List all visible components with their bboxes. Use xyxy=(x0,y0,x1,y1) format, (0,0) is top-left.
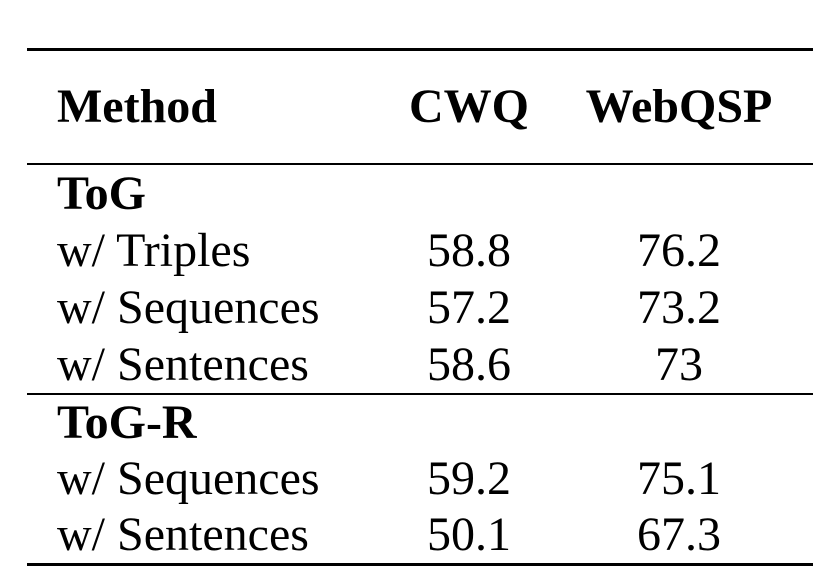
results-table: Method CWQ WebQSP ToG w/ Triples 58.8 76… xyxy=(27,48,813,566)
webqsp-value: 73.2 xyxy=(637,280,721,334)
table-top-rule xyxy=(27,48,813,51)
cwq-value: 57.2 xyxy=(427,280,511,334)
method-label: w/ Sequences xyxy=(57,452,320,505)
webqsp-value: 76.2 xyxy=(637,223,721,277)
webqsp-value: 73 xyxy=(655,337,703,391)
table-row: w/ Sentences 58.6 73 xyxy=(27,336,813,393)
table-header-row: Method CWQ WebQSP xyxy=(27,51,813,163)
cwq-value: 59.2 xyxy=(427,452,511,505)
table-bottom-rule xyxy=(27,563,813,566)
cwq-value: 50.1 xyxy=(427,508,511,561)
webqsp-value: 67.3 xyxy=(637,508,721,561)
group-row-tog-r: ToG-R xyxy=(27,395,813,451)
method-label: w/ Sentences xyxy=(57,337,309,391)
group-row-tog: ToG xyxy=(27,165,813,222)
table-row: w/ Sequences 59.2 75.1 xyxy=(27,451,813,507)
table-row: w/ Sequences 57.2 73.2 xyxy=(27,279,813,336)
group-label: ToG-R xyxy=(57,396,197,449)
table-mid-rule-2 xyxy=(27,393,813,395)
table-mid-rule-1 xyxy=(27,163,813,165)
table-row: w/ Triples 58.8 76.2 xyxy=(27,222,813,279)
webqsp-value: 75.1 xyxy=(637,452,721,505)
column-header-cwq: CWQ xyxy=(409,80,529,133)
method-label: w/ Sentences xyxy=(57,508,309,561)
method-label: w/ Sequences xyxy=(57,280,320,334)
column-header-method: Method xyxy=(57,80,217,133)
method-label: w/ Triples xyxy=(57,223,251,277)
column-header-webqsp: WebQSP xyxy=(585,80,773,133)
table-row: w/ Sentences 50.1 67.3 xyxy=(27,507,813,563)
group-label: ToG xyxy=(57,166,146,220)
cwq-value: 58.6 xyxy=(427,337,511,391)
cwq-value: 58.8 xyxy=(427,223,511,277)
